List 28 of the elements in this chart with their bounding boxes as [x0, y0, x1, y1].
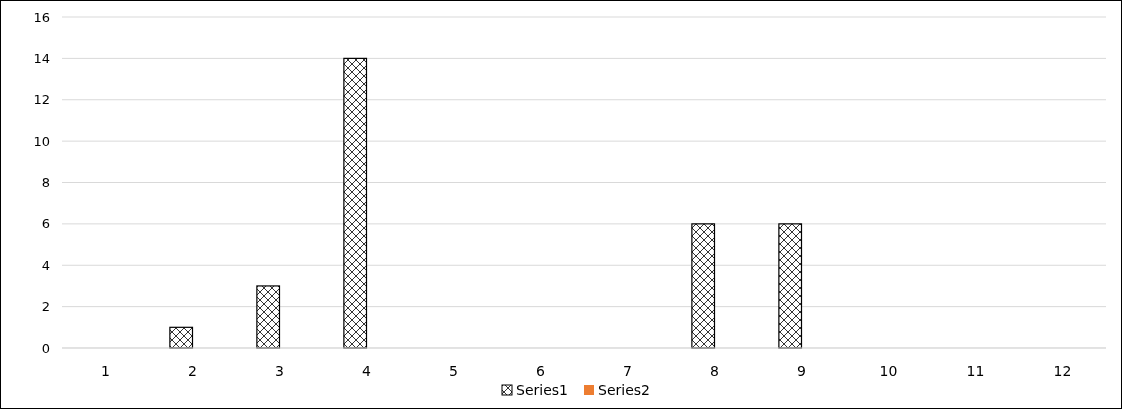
x-tick-label: 3 — [275, 363, 284, 379]
y-tick-label: 8 — [41, 175, 50, 191]
x-tick-label: 4 — [362, 363, 372, 379]
x-tick-label: 10 — [879, 363, 898, 379]
x-tick-label: 8 — [710, 363, 719, 379]
y-tick-label: 4 — [41, 257, 50, 273]
x-tick-label: 6 — [536, 363, 546, 379]
bar — [343, 57, 368, 349]
bar — [256, 285, 281, 349]
y-tick-label: 10 — [33, 133, 50, 149]
legend-label: Series1 — [516, 382, 568, 398]
y-tick-label: 16 — [33, 9, 50, 25]
x-tick-label: 12 — [1053, 363, 1072, 379]
y-tick-label: 0 — [41, 340, 50, 356]
bar — [169, 326, 194, 349]
y-tick-label: 6 — [41, 216, 50, 232]
x-tick-label: 9 — [797, 363, 806, 379]
x-tick-label: 11 — [966, 363, 985, 379]
bar — [778, 223, 803, 349]
bar — [691, 223, 716, 349]
x-tick-label: 2 — [188, 363, 197, 379]
y-tick-label: 2 — [41, 299, 50, 315]
x-tick-label: 5 — [449, 363, 458, 379]
x-tick-label: 7 — [623, 363, 632, 379]
y-tick-label: 14 — [33, 50, 50, 66]
legend-label: Series2 — [598, 382, 650, 398]
y-tick-label: 12 — [33, 92, 50, 108]
x-tick-label: 1 — [101, 363, 110, 379]
